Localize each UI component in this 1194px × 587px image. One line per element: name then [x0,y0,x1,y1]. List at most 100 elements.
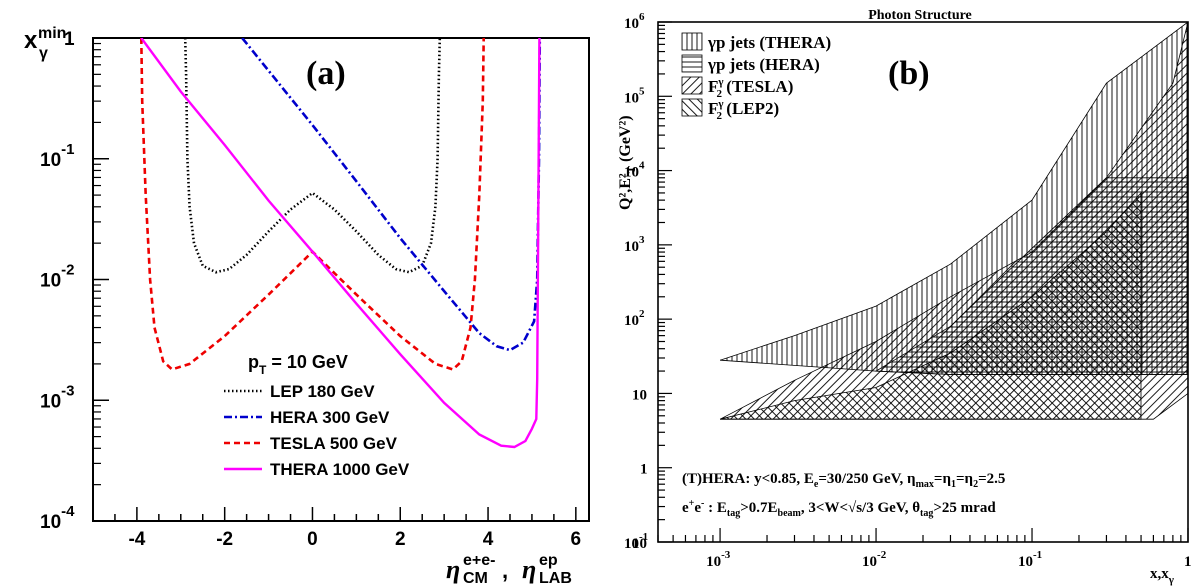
x-axis-label-b: x,xγ [1150,566,1174,586]
y-tick-exp: -1 [61,141,74,158]
x-tick-label-b: 10-3 [706,549,731,570]
y-tick-base: 10 [624,536,639,552]
y-tick-label-b: 103 [624,234,645,255]
ann2-p4: : E [704,500,727,516]
x-tick-label-a: 2 [395,529,406,550]
x-tick-label-a: -2 [216,529,233,550]
legend-swatch-b-3 [681,98,703,117]
legend-label-b-3: Fγ 2 (LEP2) [708,98,779,122]
ann1-p5: 1 [951,479,956,490]
legend-swatch-b-1 [681,54,703,73]
axis-ticks-a [92,37,577,522]
ann1-p6: =η [956,471,973,487]
ann2-p9: tag [920,508,933,519]
y-tick-label-a: 1 [64,29,75,50]
chart-title-b: Photon Structure [868,8,972,23]
y-axis-label-main: x [24,27,38,54]
y-tick-exp: -1 [639,531,648,543]
x-axis-label-eta1-sub: CM [463,570,488,587]
ann2-p2: e [694,500,701,516]
y-axis-label-sub: γ [39,45,48,62]
ann2-p7: beam [778,508,802,519]
x-axis-label-eta2-sub: LAB [539,570,572,587]
chart-panel-b: Photon Structure 10610510410310210110-11… [617,8,1192,586]
y-tick-exp: -4 [61,503,75,520]
legend-label-b-sup: γ [717,76,723,88]
x-tick-label-b: 10-1 [1018,549,1042,570]
region-3 [720,191,1142,420]
y-tick-label-b: 1 [640,462,648,478]
ann1-p2: =30/250 GeV, η [818,471,915,487]
legend-swatch-b-2 [681,76,703,95]
y-tick-exp: 2 [639,308,645,320]
legend-label-b-rest: (TESLA) [722,77,793,96]
y-tick-exp: 5 [639,85,645,97]
legend-label-b-main: F [708,99,718,118]
annotations-b: (T)HERA: y<0.85, Ee=30/250 GeV, ηmax=η1=… [682,471,1005,519]
legend-label-b-0: γp jets (THERA) [707,33,831,52]
series-line-0 [183,38,442,274]
legend-label-3: THERA 1000 GeV [270,460,410,479]
y-tick-base: 1 [64,29,75,50]
legend-label-b-2: Fγ 2 (TESLA) [708,76,793,100]
x-tick-labels-a: -4 -2 0 2 4 6 [128,529,581,550]
ann2-p5: tag [727,508,740,519]
y-tick-base: 10 [40,150,61,171]
y-tick-base: 10 [624,90,639,106]
series-line-3 [140,38,541,449]
y-tick-label-a: 10-3 [40,382,74,412]
x-tick-label-a: 6 [571,529,582,550]
y-tick-exp: -2 [61,262,74,279]
y-axis-label-b: Q²,E²T (GeV²) [617,115,638,210]
y-axis-label-b-main: Q²,E² [617,173,634,210]
ann1-p0: (T)HERA: y<0.85, E [682,471,814,487]
legend-label-b-1: γp jets (HERA) [707,55,820,74]
legend-label-b-sup: γ [717,98,723,110]
x-axis-label-b-main: x,x [1150,566,1169,582]
y-axis-label-sup: min [38,25,66,42]
y-tick-label-b: 105 [624,85,645,106]
legend-a: pT = 10 GeV LEP 180 GeV HERA 300 GeV TESLA… [224,352,410,479]
legend-label-0: LEP 180 GeV [270,382,375,401]
legend-title-p: p [248,352,259,372]
x-tick-exp: -3 [721,549,731,561]
y-axis-label-b-unit: (GeV²) [617,115,634,162]
ann2-p1: + [689,498,695,509]
ann1-p1: e [814,479,819,490]
y-tick-base: 1 [640,462,648,478]
y-tick-base: 10 [40,271,61,292]
x-tick-labels-b: 10-3 10-2 10-1 1 [706,549,1191,570]
y-tick-base: 10 [624,16,639,32]
x-tick-base: 10 [706,554,721,570]
y-tick-exp: 4 [639,160,645,172]
x-axis-label-eta1-sup: e+e- [463,552,495,569]
ann1-p4: =η [934,471,951,487]
ann2-p3: - [701,498,704,509]
x-tick-label-b: 1 [1184,554,1192,570]
x-tick-label-a: -4 [128,529,145,550]
x-tick-label-b: 10-2 [862,549,887,570]
y-tick-label-b: 10-1 [624,531,648,552]
y-tick-exp: 3 [639,234,645,246]
ann2-p10: >25 mrad [933,500,996,516]
annotation-ee: e+e- : Etag>0.7Ebeam, 3<W<√s/3 GeV, θtag… [682,498,996,519]
y-tick-label-b: 104 [624,160,645,181]
y-tick-base: 10 [632,536,647,552]
series-group-b [719,22,1188,420]
x-axis-label-comma: , [502,558,508,583]
panel-label-b: (b) [888,55,930,92]
chart-panel-a: 110-110-210-310-4 -4 -2 0 2 4 6 (a) x min γ η… [24,25,590,587]
series-line-1 [241,38,542,352]
legend-label-b-sub: 2 [717,88,723,100]
x-axis-label-eta1: η [446,555,460,584]
ann2-p8: , 3<W<√s/3 GeV, θ [801,500,920,516]
x-axis-label-b-sub: γ [1168,574,1174,586]
legend-title-rest: = 10 GeV [266,352,348,372]
x-tick-label-a: 4 [483,529,494,550]
y-tick-label-b: 102 [624,308,645,329]
annotation-thera: (T)HERA: y<0.85, Ee=30/250 GeV, ηmax=η1=… [682,471,1005,490]
y-tick-label-a: 10-2 [40,262,74,292]
y-tick-label-a: 10-4 [40,503,75,533]
